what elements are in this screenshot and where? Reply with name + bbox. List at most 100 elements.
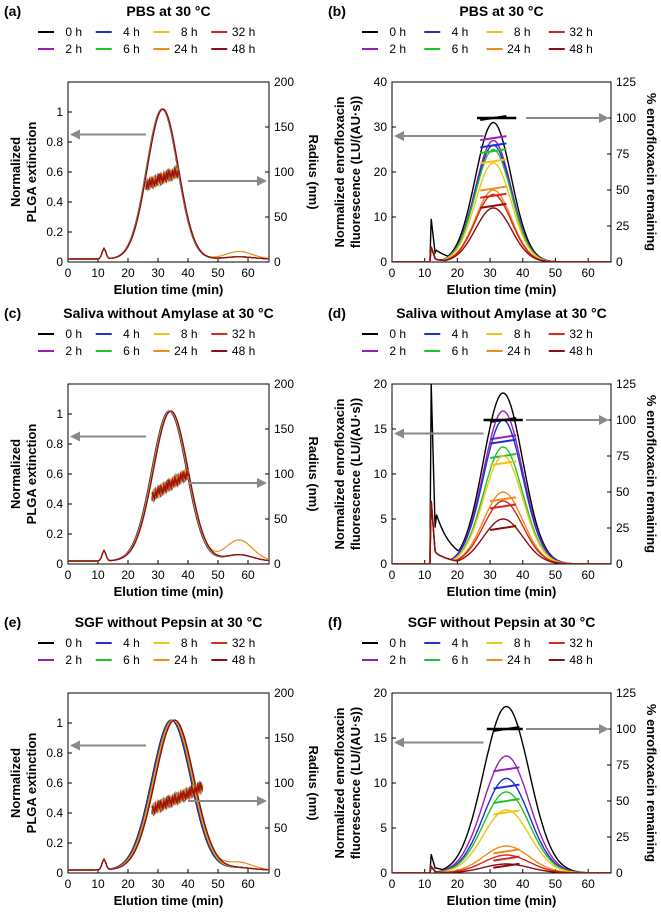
y-axis-label-line: PLGA extinction <box>24 733 39 834</box>
fluorescence-line-0h <box>392 705 611 873</box>
y2-axis-label: Radius (nm) <box>306 745 321 820</box>
y-tick-label: 0.8 <box>46 135 63 149</box>
x-tick-label: 60 <box>581 877 595 891</box>
y2-tick-label: 75 <box>616 147 630 161</box>
y2-tick-label: 50 <box>274 210 288 224</box>
extinction-line-48h <box>68 108 269 260</box>
chart-title: PBS at 30 °C <box>459 3 543 19</box>
radius-series-48h <box>151 469 189 502</box>
left-axis-arrow-head <box>394 428 404 439</box>
y2-tick-label: 50 <box>274 821 288 835</box>
panel-d: (d) Saliva without Amylase at 30 °C 0 h 2 h… <box>328 305 659 599</box>
y-axis-label: NormalizedPLGA extinction <box>8 424 39 525</box>
left-axis-arrow-head <box>70 431 80 442</box>
x-tick-label: 10 <box>418 266 432 280</box>
legend-label-24h: 24 h <box>507 344 530 358</box>
remaining-marker-4h <box>480 142 507 149</box>
extinction-line-48h <box>68 410 269 562</box>
legend-label-48h: 48 h <box>569 42 592 56</box>
left-axis-arrow-head <box>70 740 80 751</box>
extinction-line-0h <box>68 108 269 260</box>
x-tick-label: 50 <box>549 266 563 280</box>
chart-title: SGF without Pepsin at 30 °C <box>75 614 263 630</box>
radius-series-48h <box>151 780 204 816</box>
legend-label-2h: 2 h <box>389 42 406 56</box>
y-axis-label-line: fluorescence (LU/(AU·s)) <box>348 96 363 248</box>
legend-label-32h: 32 h <box>232 636 255 650</box>
remaining-marker-8h <box>493 809 520 816</box>
left-axis-arrow-head <box>394 737 404 748</box>
y-tick-label: 15 <box>374 731 388 745</box>
y-tick-label: 40 <box>374 75 388 89</box>
y-axis-label: NormalizedPLGA extinction <box>8 733 39 834</box>
y2-tick-label: 0 <box>616 255 623 269</box>
extinction-line-24h <box>68 108 269 260</box>
y-axis-label-line: PLGA extinction <box>24 424 39 525</box>
y-tick-label: 0 <box>56 866 63 880</box>
fluorescence-line-6h <box>392 148 611 262</box>
x-tick-label: 20 <box>121 568 135 582</box>
remaining-marker-4h <box>489 438 517 445</box>
extinction-line-48h <box>68 719 269 871</box>
fluorescence-line-48h <box>392 863 611 873</box>
left-axis-arrow-head <box>394 131 404 141</box>
y-tick-label: 30 <box>374 120 388 134</box>
x-tick-label: 20 <box>121 266 135 280</box>
panel-c: (c) Saliva without Amylase at 30 °C 0 h 2 h… <box>4 305 321 599</box>
remaining-marker-4h <box>493 783 520 790</box>
x-tick-label: 40 <box>181 568 195 582</box>
fluorescence-line-0h <box>392 121 611 262</box>
y-axis-label-line: Normalized <box>8 748 23 818</box>
y2-tick-label: 50 <box>616 794 630 808</box>
legend-label-48h: 48 h <box>232 344 255 358</box>
legend-label-8h: 8 h <box>514 25 531 39</box>
remaining-marker-6h <box>480 148 507 155</box>
panel-label: (e) <box>4 614 21 630</box>
fluorescence-line-4h <box>392 144 611 262</box>
x-tick-label: 10 <box>418 877 432 891</box>
y2-tick-label: 100 <box>274 165 294 179</box>
y2-tick-label: 0 <box>274 866 281 880</box>
x-tick-label: 30 <box>483 568 497 582</box>
radius-series-48h <box>145 166 180 191</box>
fluorescence-line-8h <box>392 455 611 564</box>
y-tick-label: 5 <box>380 821 387 835</box>
fluorescence-line-6h <box>392 446 611 564</box>
right-axis-arrow-head <box>599 113 609 123</box>
panel-b: (b) PBS at 30 °C 0 h 2 h 4 h 6 h 8 h 24 h 32 h 48… <box>328 3 659 297</box>
legend: 0 h 2 h 4 h 6 h 8 h 24 h 32 h 48 h <box>362 327 593 358</box>
y2-axis-label: % enrofloxacin remaining <box>644 395 659 553</box>
y2-tick-label: 150 <box>274 731 294 745</box>
remaining-marker-2h <box>480 135 507 142</box>
remaining-marker-48h <box>480 202 507 209</box>
remaining-marker-48h <box>489 525 517 531</box>
y2-tick-label: 25 <box>616 219 630 233</box>
panel-label: (f) <box>328 614 342 630</box>
y2-tick-label: 125 <box>616 686 636 700</box>
legend-label-8h: 8 h <box>181 636 198 650</box>
panel-a: (a) PBS at 30 °C 0 h 2 h 4 h 6 h 8 h 24 h 32 h 48… <box>4 3 321 297</box>
x-tick-label: 40 <box>181 877 195 891</box>
legend: 0 h 2 h 4 h 6 h 8 h 24 h 32 h 48 h <box>38 25 255 56</box>
x-tick-label: 10 <box>91 877 105 891</box>
plot-frame <box>67 692 270 874</box>
right-axis-arrow-head <box>599 724 609 734</box>
remaining-marker-24h <box>480 185 507 192</box>
x-tick-label: 30 <box>483 266 497 280</box>
legend-label-8h: 8 h <box>181 327 198 341</box>
remaining-marker-32h <box>480 192 507 199</box>
panel-label: (a) <box>4 3 21 19</box>
y-tick-label: 0 <box>380 557 387 571</box>
remaining-marker-32h <box>489 503 517 510</box>
extinction-line-32h <box>68 108 269 260</box>
legend: 0 h 2 h 4 h 6 h 8 h 24 h 32 h 48 h <box>362 25 593 56</box>
y-tick-label: 0.2 <box>46 836 63 850</box>
x-tick-label: 60 <box>581 568 595 582</box>
y2-tick-label: 100 <box>616 413 636 427</box>
legend-label-0h: 0 h <box>65 636 82 650</box>
x-tick-label: 0 <box>65 877 72 891</box>
plot-area <box>68 108 269 260</box>
fluorescence-line-24h <box>392 189 611 262</box>
right-axis-arrow-head <box>257 176 267 186</box>
